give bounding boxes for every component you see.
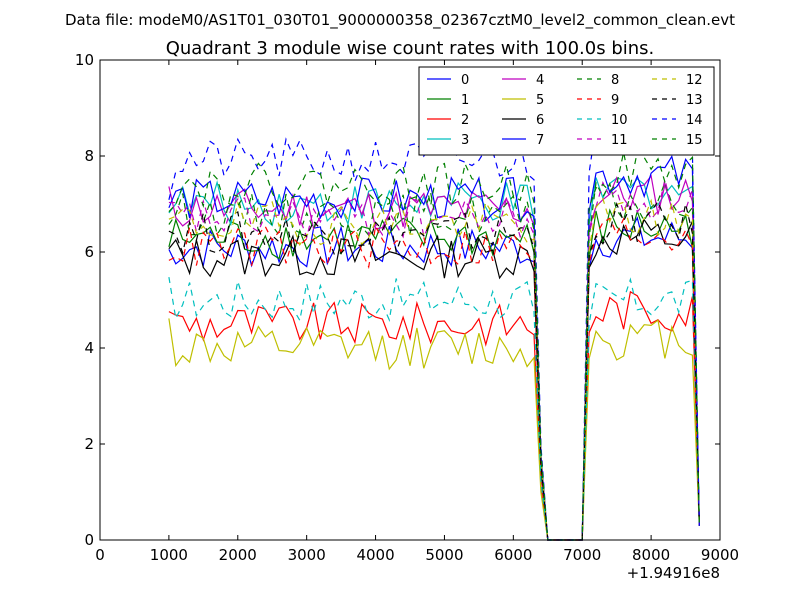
series-line-7: [168, 154, 700, 541]
y-tick-label: 2: [84, 435, 94, 453]
x-tick-label: 5000: [425, 546, 463, 564]
axes-frame: [99, 59, 721, 541]
x-tick-label: 4000: [356, 546, 394, 564]
series-line-13: [168, 200, 700, 541]
legend-label: 9: [611, 93, 619, 108]
series-line-9: [168, 217, 700, 541]
x-tick-label: 9000: [701, 546, 739, 564]
legend-label: 1: [461, 93, 469, 108]
legend-label: 15: [686, 133, 703, 148]
legend-label: 5: [536, 93, 544, 108]
x-tick-label: 0: [95, 546, 105, 564]
x-tick-label: 8000: [632, 546, 670, 564]
series-line-10: [168, 277, 700, 541]
x-tick-label: 7000: [563, 546, 601, 564]
legend-label: 13: [686, 93, 703, 108]
series-line-6: [168, 218, 700, 541]
legend-label: 0: [461, 73, 469, 88]
legend-label: 4: [536, 73, 544, 88]
legend-label: 11: [611, 133, 628, 148]
legend-label: 3: [461, 133, 469, 148]
x-tick-label: 1000: [150, 546, 188, 564]
series-layer: [168, 113, 700, 541]
x-tick-label: 6000: [494, 546, 532, 564]
series-line-11: [168, 179, 700, 541]
legend-frame: [418, 66, 715, 156]
series-line-1: [168, 208, 700, 541]
legend-label: 12: [686, 73, 703, 88]
legend-label: 7: [536, 133, 544, 148]
legend-label: 10: [611, 113, 628, 128]
series-line-12: [168, 197, 700, 541]
y-tick-label: 0: [84, 531, 94, 549]
legend-label: 8: [611, 73, 619, 88]
legend-label: 6: [536, 113, 544, 128]
x-tick-label: 3000: [288, 546, 326, 564]
x-offset-label: +1.94916e8: [627, 564, 720, 582]
series-line-5: [168, 318, 700, 541]
y-tick-label: 6: [84, 243, 94, 261]
chart-title: Quadrant 3 module wise count rates with …: [166, 38, 655, 59]
legend-label: 14: [686, 113, 703, 128]
ticks-layer: 0 1000 2000 3000 4000 5000 6000 7000 8000 9000 0 2 4…: [75, 51, 739, 564]
x-tick-label: 2000: [219, 546, 257, 564]
series-line-2: [168, 290, 700, 541]
series-line-0: [168, 216, 700, 541]
y-tick-label: 8: [84, 147, 94, 165]
y-tick-label: 4: [84, 339, 94, 357]
plot-area: 0 1000 2000 3000 4000 5000 6000 7000 8000 9000 0 2 4…: [75, 51, 739, 582]
series-line-14: [168, 113, 700, 541]
chart-suptitle: Data file: modeM0/AS1T01_030T01_90000003…: [65, 11, 735, 30]
legend-label: 2: [461, 113, 469, 128]
y-tick-label: 10: [75, 51, 94, 69]
series-line-15: [168, 150, 700, 541]
